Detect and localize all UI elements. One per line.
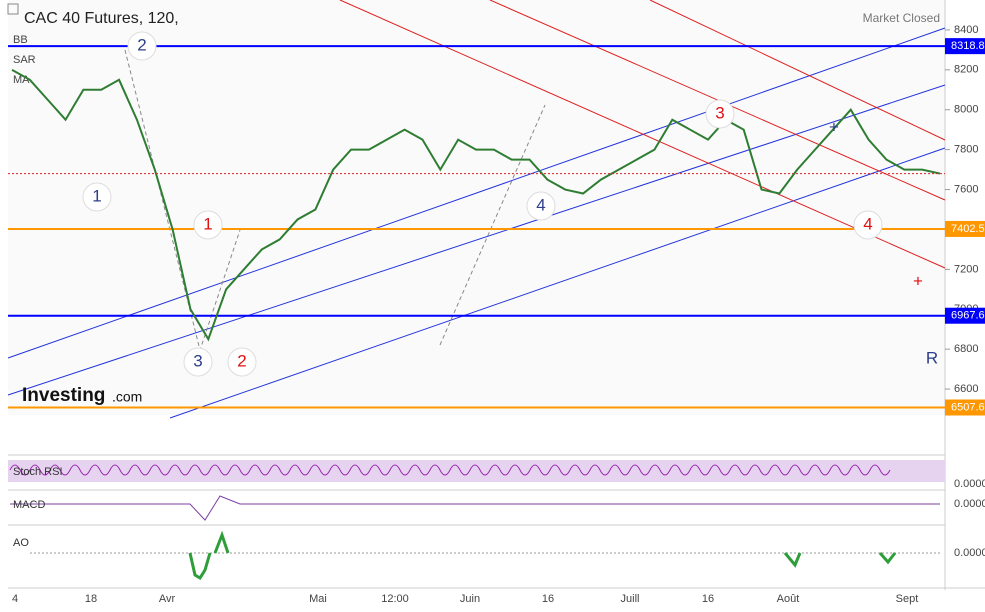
- x-tick-label: Juill: [621, 593, 640, 605]
- wave-circle: [193, 210, 223, 240]
- wave-label: 2: [237, 351, 246, 370]
- level-label: 6967.6: [951, 310, 985, 322]
- wave-label: 2: [137, 35, 146, 54]
- x-tick-label: Avr: [159, 593, 176, 605]
- fib-line: [439, 104, 546, 346]
- wave-circle: [853, 210, 883, 240]
- x-tick-label: Sept: [896, 593, 919, 605]
- wave-label: 1: [92, 186, 101, 205]
- wave-circle: [127, 31, 157, 61]
- y-tick-label: 6600: [954, 383, 978, 395]
- plot-area: [8, 0, 945, 415]
- wave-circle: [227, 347, 257, 377]
- indicator-label: SAR: [13, 54, 36, 66]
- y-tick-label: 6800: [954, 343, 978, 355]
- wave-label: 3: [193, 351, 202, 370]
- channel-line: [7, 27, 946, 359]
- x-tick-label: Mai: [309, 593, 327, 605]
- level-label: 6507.6: [951, 401, 985, 413]
- level-tag: [945, 399, 985, 416]
- x-tick-label: 18: [85, 593, 97, 605]
- wave-label: +: [829, 117, 839, 136]
- stoch-band: [8, 460, 945, 482]
- level-tag: [945, 38, 985, 55]
- wave-label: 3: [715, 103, 724, 122]
- wave-label: +: [913, 271, 923, 290]
- panel-zero: 0.0000: [954, 547, 985, 559]
- wave-circle: [82, 182, 112, 212]
- dynamic: CAC 40 Futures, 120, Market Closed BB SAR MA…: [8, 10, 985, 605]
- panel-zero: 0.0000: [954, 478, 985, 490]
- chart-title: CAC 40 Futures, 120,: [24, 10, 179, 27]
- collapse-icon[interactable]: [7, 3, 19, 15]
- panel-name: AO: [13, 537, 29, 549]
- channel-line: [7, 84, 946, 396]
- stoch-line: [9, 464, 891, 476]
- y-tick-label: 7200: [954, 263, 978, 275]
- x-tick-label: 16: [542, 593, 554, 605]
- x-tick-label: 12:00: [381, 593, 409, 605]
- wave-circle: [705, 99, 735, 129]
- indicator-label: BB: [13, 34, 28, 46]
- wave-label: 1: [203, 214, 212, 233]
- panel-name: MACD: [13, 499, 45, 511]
- x-tick-label: Juin: [460, 593, 480, 605]
- wave-label: R: [926, 348, 938, 367]
- x-tick-label: 16: [702, 593, 714, 605]
- y-tick-label: 8400: [954, 24, 978, 36]
- wave-circle: [526, 191, 556, 221]
- y-tick-label: 7600: [954, 183, 978, 195]
- wave-label: 4: [536, 195, 545, 214]
- price-line: [11, 68, 941, 342]
- brand-suffix: .com: [112, 389, 142, 405]
- level-label: 7402.5: [951, 223, 985, 235]
- channel-line: [169, 147, 946, 419]
- market-status: Market Closed: [863, 11, 940, 25]
- macd-line: [10, 495, 940, 521]
- y-tick-label: 7800: [954, 144, 978, 156]
- level-label: 8318.8: [951, 40, 985, 52]
- ao-bars: [188, 530, 897, 581]
- x-tick-label: 4: [12, 593, 18, 605]
- level-tag: [945, 220, 985, 237]
- channel-line: [649, 0, 946, 141]
- x-tick-label: Août: [777, 593, 800, 605]
- y-tick-label: 8200: [954, 64, 978, 76]
- wave-label: 4: [863, 214, 872, 233]
- wave-circle: [183, 347, 213, 377]
- panel-name: Stoch RSI: [13, 466, 63, 478]
- level-tag: [945, 307, 985, 324]
- channel-line: [339, 0, 946, 269]
- brand-name: Investing: [22, 385, 105, 406]
- panel-zero: 0.0000: [954, 498, 985, 510]
- y-tick-label: 8000: [954, 104, 978, 116]
